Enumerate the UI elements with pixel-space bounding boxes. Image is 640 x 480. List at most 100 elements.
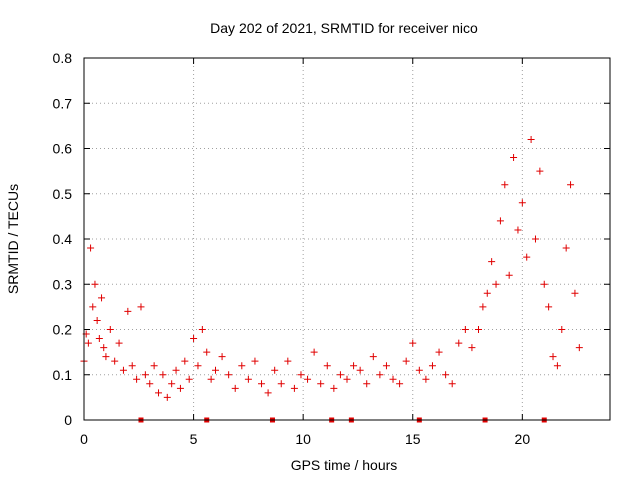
data-point (571, 289, 579, 297)
y-axis-label: SRMTID / TECUs (5, 184, 21, 294)
data-point (176, 384, 184, 392)
data-point (264, 389, 272, 397)
data-point (168, 380, 176, 388)
data-point (271, 366, 279, 374)
axis-ticks (83, 57, 610, 421)
data-point (505, 271, 513, 279)
data-point (100, 344, 108, 352)
data-point (310, 348, 318, 356)
data-point (115, 339, 123, 347)
y-tick-label: 0.5 (53, 186, 73, 202)
data-point (422, 375, 430, 383)
data-point (98, 294, 106, 302)
data-point (251, 357, 259, 365)
data-point (194, 362, 202, 370)
data-point (575, 344, 583, 352)
y-tick-label: 0.6 (53, 141, 73, 157)
data-point (317, 380, 325, 388)
data-point (553, 362, 561, 370)
data-point (203, 348, 211, 356)
data-point (330, 384, 338, 392)
data-point (128, 362, 136, 370)
y-tick-label: 0.4 (53, 231, 73, 247)
data-point (95, 335, 103, 343)
data-point (545, 303, 553, 311)
data-point (343, 375, 351, 383)
y-tick-label: 0.2 (53, 322, 73, 338)
data-point (483, 289, 491, 297)
data-point (323, 362, 331, 370)
data-point (549, 353, 557, 361)
data-point (540, 280, 548, 288)
data-point (133, 375, 141, 383)
data-point (290, 384, 298, 392)
data-point (185, 375, 193, 383)
y-tick-label: 0 (64, 412, 72, 428)
data-point (501, 181, 509, 189)
x-tick-label: 15 (405, 431, 421, 447)
data-point (238, 362, 246, 370)
data-point (527, 135, 535, 143)
data-point (558, 326, 566, 333)
data-point (87, 244, 95, 252)
data-point (141, 371, 149, 379)
data-point (369, 353, 377, 361)
data-point (468, 344, 476, 352)
y-tick-label: 0.1 (53, 367, 73, 383)
y-tick-label: 0.3 (53, 276, 73, 292)
data-point (93, 316, 101, 324)
data-point (496, 217, 504, 225)
data-point (382, 362, 390, 370)
data-point (258, 380, 266, 388)
data-point (172, 366, 180, 374)
x-axis-label: GPS time / hours (291, 457, 398, 473)
data-point (350, 362, 358, 370)
data-point (124, 307, 132, 315)
data-point (510, 154, 518, 162)
data-point (514, 226, 522, 234)
data-point (159, 371, 167, 379)
y-axis-tick-labels: 0 0.1 0.2 0.3 0.4 0.5 0.6 0.7 0.8 (53, 50, 73, 428)
y-tick-label: 0.8 (53, 50, 73, 66)
data-point (455, 339, 463, 347)
data-point (207, 375, 215, 383)
data-point (84, 339, 92, 347)
y-tick-label: 0.7 (53, 95, 73, 111)
grid-lines (84, 58, 610, 420)
data-point (336, 371, 344, 379)
data-point (155, 389, 163, 397)
data-point (428, 362, 436, 370)
plot-frame (83, 57, 611, 421)
data-point (518, 199, 526, 207)
x-tick-label: 10 (295, 431, 311, 447)
x-tick-label: 5 (190, 431, 198, 447)
data-point (190, 335, 198, 343)
data-point (356, 366, 364, 374)
data-point (163, 393, 171, 401)
data-point (244, 375, 252, 383)
data-point (479, 303, 487, 311)
data-point (376, 371, 384, 379)
data-point (137, 303, 145, 311)
data-point (181, 357, 189, 365)
data-point (435, 348, 443, 356)
data-point (218, 353, 226, 361)
data-point (475, 326, 482, 333)
data-point (304, 375, 312, 383)
data-point (111, 357, 119, 365)
data-point (448, 380, 456, 388)
data-point (567, 181, 575, 189)
data-point (409, 339, 417, 347)
data-point (146, 380, 154, 388)
data-point (198, 326, 206, 333)
data-point (231, 384, 239, 392)
data-point (389, 375, 397, 383)
data-point (442, 371, 450, 379)
data-point (461, 326, 469, 333)
x-tick-label: 0 (80, 431, 88, 447)
chart-title: Day 202 of 2021, SRMTID for receiver nic… (210, 20, 478, 36)
data-point (284, 357, 292, 365)
data-point (91, 280, 99, 288)
data-point (89, 303, 97, 311)
data-point (531, 235, 539, 243)
